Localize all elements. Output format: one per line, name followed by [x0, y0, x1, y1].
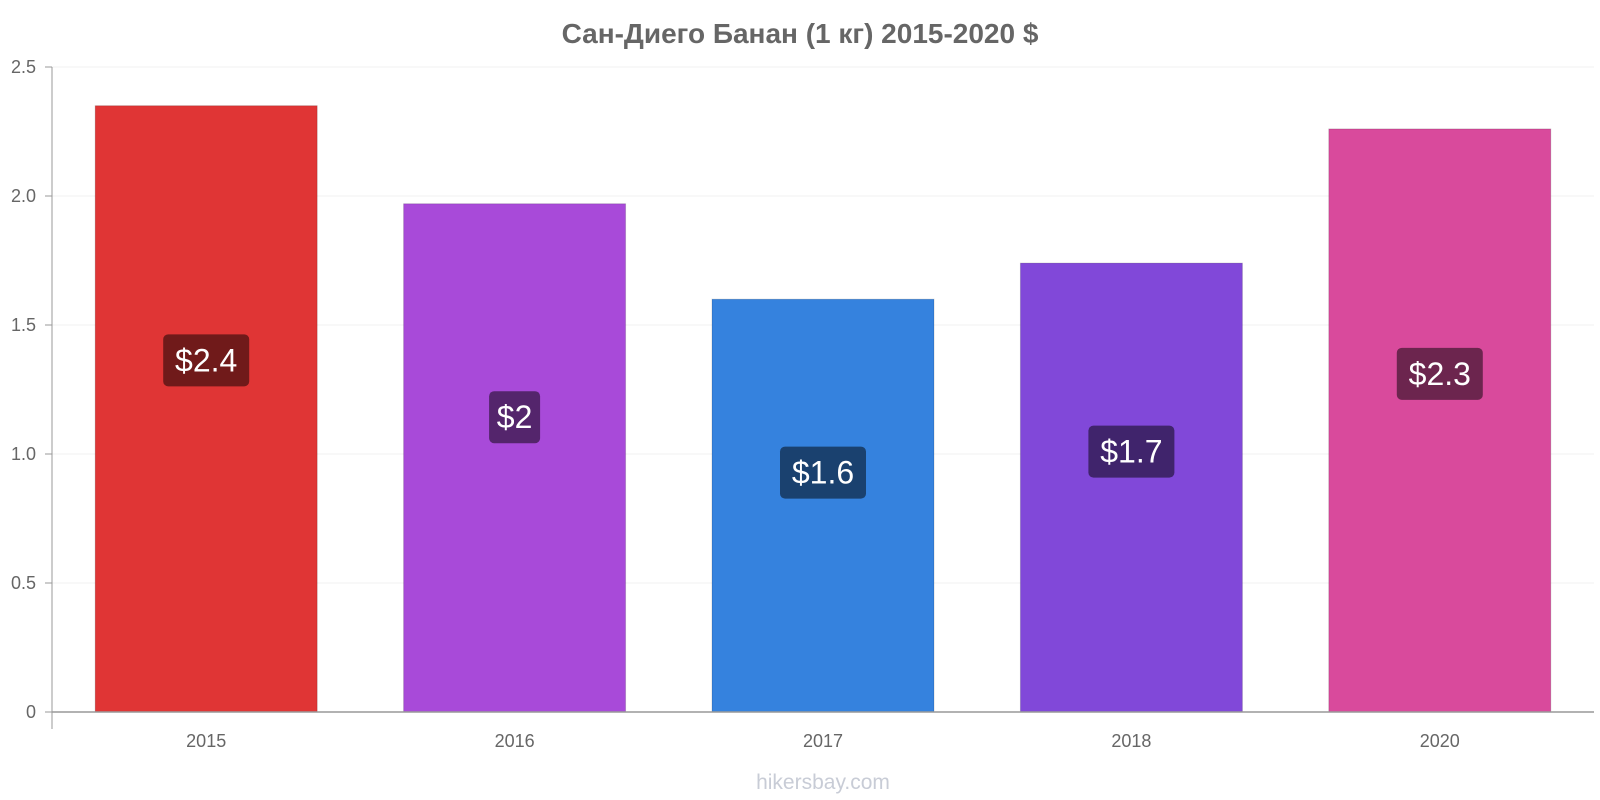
data-label-box — [780, 446, 866, 499]
watermark: hikersbay.com — [756, 771, 890, 794]
y-tick-label: 1.0 — [11, 444, 36, 464]
bar-2018 — [1019, 262, 1243, 713]
x-tick-label: 2015 — [186, 731, 226, 751]
data-labels: $2.4 $2 $1.6 $1.7 $2.3 — [163, 334, 1483, 499]
bar-2020 — [1328, 128, 1552, 713]
x-tick-label: 2016 — [495, 731, 535, 751]
y-tick-label: 2.0 — [11, 186, 36, 206]
x-tick-label: 2020 — [1420, 731, 1460, 751]
data-label-box — [489, 391, 541, 444]
data-label-box — [1396, 347, 1483, 400]
x-tick-label: 2018 — [1111, 731, 1151, 751]
data-label-box — [1088, 425, 1175, 478]
data-label-2017: $1.6 — [792, 455, 854, 491]
data-label-2020: $2.3 — [1409, 356, 1471, 392]
x-tick-label: 2017 — [803, 731, 843, 751]
data-label-2018: $1.7 — [1100, 434, 1162, 470]
axes: 0 0.5 1.0 1.5 2.0 2.5 2015 2016 2017 2018 2020 — [11, 57, 1594, 751]
y-tick-label: 0.5 — [11, 573, 36, 593]
data-label-2016: $2 — [497, 399, 533, 435]
chart-title: Сан-Диего Банан (1 кг) 2015-2020 $ — [562, 18, 1039, 49]
bar-2015 — [94, 105, 318, 713]
bar-2017 — [711, 298, 935, 713]
bar-2016 — [403, 203, 627, 713]
y-tick-label: 1.5 — [11, 315, 36, 335]
data-label-2015: $2.4 — [175, 342, 237, 378]
y-tick-label: 2.5 — [11, 57, 36, 77]
bars — [94, 105, 1552, 713]
y-tick-label: 0 — [26, 702, 36, 722]
data-label-box — [163, 334, 250, 387]
